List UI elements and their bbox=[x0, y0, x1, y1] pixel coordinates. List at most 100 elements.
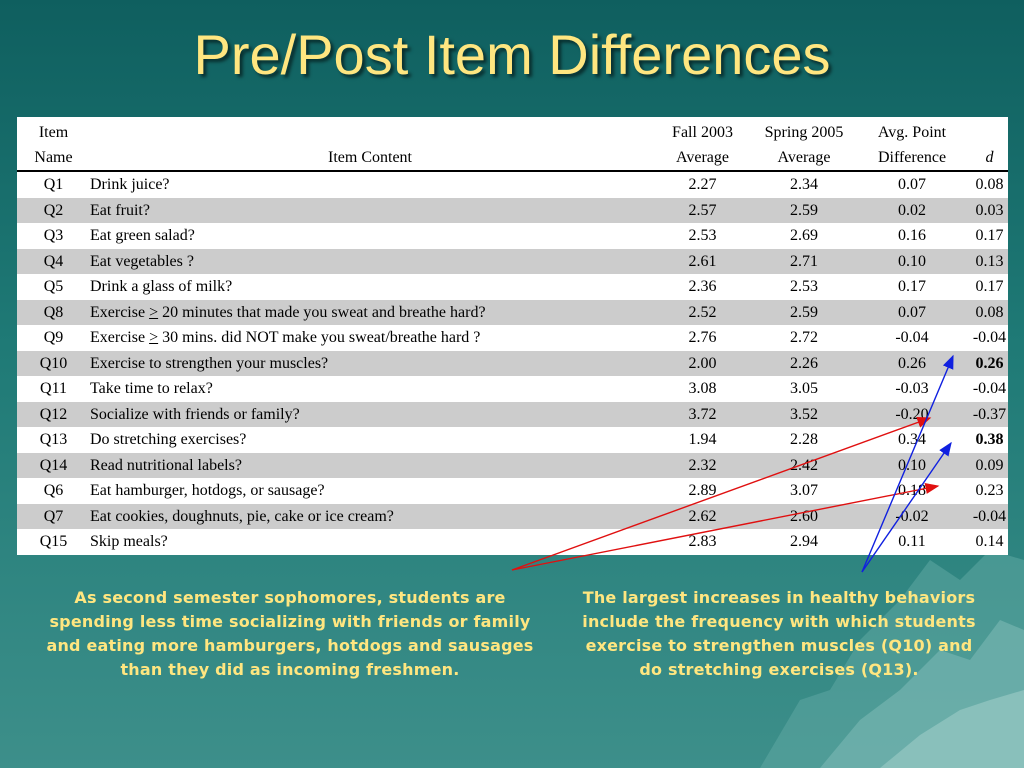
cell-point-difference: 0.18 bbox=[898, 482, 926, 500]
cell-item-content: Eat fruit? bbox=[90, 197, 650, 223]
slide-title: Pre/Post Item Differences bbox=[193, 23, 831, 86]
table-row: Q10 Exercise to strengthen your muscles? 2… bbox=[17, 350, 1008, 376]
cell-item-name: Q4 bbox=[17, 248, 90, 274]
cell-item-name: Q5 bbox=[43, 278, 64, 296]
cell-effect-size: 0.17 bbox=[975, 227, 1004, 245]
cell-item-content: Eat green salad? bbox=[90, 227, 195, 245]
cell-item-content: Eat vegetables ? bbox=[90, 248, 650, 274]
results-table-card: Item Name Item Content Fall 2003 Average… bbox=[17, 117, 1008, 555]
cell-point-difference: 0.10 bbox=[853, 452, 971, 478]
cell-item-content: Exercise > 30 mins. did NOT make you swe… bbox=[90, 329, 481, 347]
cell-point-difference: -0.20 bbox=[853, 401, 971, 427]
cell-point-difference: 0.10 bbox=[853, 248, 971, 274]
note-healthy-increases: The largest increases in healthy behavio… bbox=[582, 588, 976, 679]
cell-spring-average: 2.28 bbox=[790, 431, 818, 449]
cell-point-difference: 0.17 bbox=[898, 278, 926, 296]
cell-fall-average: 2.32 bbox=[650, 452, 755, 478]
cell-effect-size: 0.13 bbox=[971, 248, 1008, 274]
table-row: Q14 Read nutritional labels? 2.32 2.42 0.10 0… bbox=[17, 452, 1008, 478]
header-spring-average: Spring 2005 Average bbox=[764, 124, 844, 166]
cell-spring-average: 2.42 bbox=[755, 452, 853, 478]
cell-point-difference: 0.07 bbox=[853, 299, 971, 325]
cell-point-difference: 0.02 bbox=[853, 197, 971, 223]
cell-item-content: Read nutritional labels? bbox=[90, 452, 650, 478]
table-row: Q2 Eat fruit? 2.57 2.59 0.02 0.03 bbox=[17, 197, 1008, 223]
cell-fall-average: 3.08 bbox=[688, 380, 717, 398]
cell-effect-size: -0.37 bbox=[971, 401, 1008, 427]
cell-effect-size: 0.38 bbox=[975, 431, 1004, 449]
cell-spring-average: 2.34 bbox=[790, 176, 818, 194]
cell-spring-average: 3.05 bbox=[790, 380, 818, 398]
cell-item-name: Q7 bbox=[17, 503, 90, 529]
cell-item-name: Q8 bbox=[17, 299, 90, 325]
cell-fall-average: 2.76 bbox=[688, 329, 717, 347]
cell-effect-size: -0.04 bbox=[971, 503, 1008, 529]
cell-item-content: Drink a glass of milk? bbox=[90, 278, 233, 296]
cell-point-difference: 0.11 bbox=[898, 533, 926, 551]
table-body: Q1 Drink juice? 2.27 2.34 0.07 0.08 Q2 Eat frui… bbox=[17, 171, 1008, 555]
note-socializing: As second semester sophomores, students … bbox=[46, 588, 534, 679]
cell-fall-average: 2.89 bbox=[688, 482, 717, 500]
cell-spring-average: 2.60 bbox=[755, 503, 853, 529]
cell-point-difference: 0.16 bbox=[898, 227, 926, 245]
table-row: Q12 Socialize with friends or family? 3.72… bbox=[17, 401, 1008, 427]
cell-spring-average: 2.59 bbox=[755, 299, 853, 325]
table-row: Q6 Eat hamburger, hotdogs, or sausage? 2.8… bbox=[17, 478, 1008, 504]
cell-item-content: Do stretching exercises? bbox=[90, 431, 247, 449]
cell-item-name: Q14 bbox=[17, 452, 90, 478]
cell-spring-average: 2.71 bbox=[755, 248, 853, 274]
cell-spring-average: 3.52 bbox=[755, 401, 853, 427]
cell-fall-average: 2.52 bbox=[650, 299, 755, 325]
cell-item-name: Q13 bbox=[39, 431, 68, 449]
cell-item-content: Eat hamburger, hotdogs, or sausage? bbox=[90, 482, 325, 500]
table-row: Q11 Take time to relax? 3.08 3.05 -0.03 -0.04 bbox=[17, 376, 1008, 402]
cell-fall-average: 2.57 bbox=[650, 197, 755, 223]
greater-equal-symbol: > bbox=[149, 329, 159, 347]
cell-item-name: Q10 bbox=[17, 350, 90, 376]
table-row: Q15 Skip meals? 2.83 2.94 0.11 0.14 bbox=[17, 529, 1008, 555]
table-row: Q9 Exercise > 30 mins. did NOT make you s… bbox=[17, 325, 1008, 351]
table-row: Q7 Eat cookies, doughnuts, pie, cake or i… bbox=[17, 503, 1008, 529]
cell-fall-average: 2.61 bbox=[650, 248, 755, 274]
cell-item-name: Q6 bbox=[43, 482, 64, 500]
table-header-row: Item Name Item Content Fall 2003 Average… bbox=[17, 117, 1008, 171]
cell-item-content: Drink juice? bbox=[90, 176, 170, 194]
cell-spring-average: 2.69 bbox=[790, 227, 818, 245]
cell-fall-average: 3.72 bbox=[650, 401, 755, 427]
cell-item-content: Take time to relax? bbox=[90, 380, 213, 398]
cell-fall-average: 2.62 bbox=[650, 503, 755, 529]
table-row: Q4 Eat vegetables ? 2.61 2.71 0.10 0.13 bbox=[17, 248, 1008, 274]
greater-equal-symbol: > bbox=[149, 303, 159, 321]
cell-effect-size: 0.09 bbox=[971, 452, 1008, 478]
cell-fall-average: 2.36 bbox=[688, 278, 717, 296]
cell-point-difference: 0.07 bbox=[898, 176, 926, 194]
cell-spring-average: 2.53 bbox=[790, 278, 818, 296]
table-row: Q8 Exercise > 20 minutes that made you sw… bbox=[17, 299, 1008, 325]
cell-effect-size: 0.08 bbox=[971, 299, 1008, 325]
cell-item-content: Socialize with friends or family? bbox=[90, 401, 650, 427]
header-item-name: Item Name bbox=[34, 124, 73, 166]
cell-fall-average: 1.94 bbox=[688, 431, 717, 449]
cell-item-name: Q2 bbox=[17, 197, 90, 223]
cell-point-difference: 0.26 bbox=[853, 350, 971, 376]
cell-fall-average: 2.00 bbox=[650, 350, 755, 376]
cell-spring-average: 2.26 bbox=[755, 350, 853, 376]
header-point-difference: Avg. Point Difference bbox=[877, 124, 947, 166]
cell-item-name: Q3 bbox=[43, 227, 64, 245]
cell-point-difference: -0.03 bbox=[895, 380, 929, 398]
header-effect-size: d bbox=[985, 149, 994, 166]
table-row: Q3 Eat green salad? 2.53 2.69 0.16 0.17 bbox=[17, 223, 1008, 249]
header-item-content: Item Content bbox=[328, 149, 412, 166]
cell-effect-size: 0.14 bbox=[975, 533, 1004, 551]
cell-item-name: Q1 bbox=[43, 176, 64, 194]
cell-spring-average: 2.72 bbox=[790, 329, 818, 347]
cell-effect-size: 0.03 bbox=[971, 197, 1008, 223]
cell-effect-size: 0.17 bbox=[975, 278, 1004, 296]
cell-item-name: Q9 bbox=[43, 329, 64, 347]
cell-point-difference: 0.34 bbox=[898, 431, 926, 449]
cell-item-content: Skip meals? bbox=[90, 533, 168, 551]
table-row: Q1 Drink juice? 2.27 2.34 0.07 0.08 bbox=[17, 171, 1008, 198]
cell-spring-average: 2.94 bbox=[790, 533, 818, 551]
table-row: Q13 Do stretching exercises? 1.94 2.28 0.34 0… bbox=[17, 427, 1008, 453]
cell-effect-size: -0.04 bbox=[972, 380, 1007, 398]
